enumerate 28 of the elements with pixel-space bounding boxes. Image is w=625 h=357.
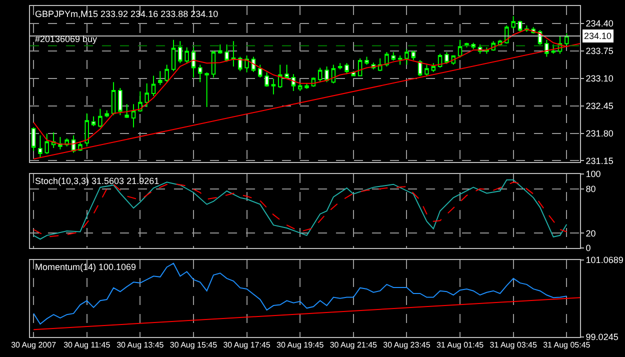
x-tick-label: 30 Aug 13:45	[116, 340, 164, 350]
x-tick-label: 30 Aug 21:45	[330, 340, 378, 350]
x-tick-label: 30 Aug 19:45	[276, 340, 324, 350]
x-tick-label: 31 Aug 01:45	[436, 340, 484, 350]
x-tick-label: 30 Aug 15:45	[170, 340, 218, 350]
y-tick-label: 231.80	[586, 128, 614, 138]
y-tick-label: 231.15	[586, 156, 614, 166]
chart-title: Stoch(10,3,3) 31.5603 21.9261	[35, 176, 160, 186]
y-tick-label: 80	[586, 184, 596, 194]
x-tick-label: 30 Aug 17:45	[223, 340, 271, 350]
ref-line-label: #20136069 buy	[35, 34, 98, 44]
chart-title: Momentum(14) 100.1069	[35, 262, 136, 272]
y-tick-label: 99.0245	[586, 332, 618, 342]
x-tick-label: 31 Aug 05:45	[543, 340, 591, 350]
y-tick-label: 100	[586, 169, 601, 180]
x-tick-label: 30 Aug 11:45	[64, 340, 111, 350]
y-tick-label: 0	[586, 243, 591, 254]
y-tick-label: 101.0689	[586, 255, 624, 266]
y-tick-label: 232.45	[586, 100, 614, 111]
x-tick-label: 30 Aug 2007	[11, 340, 57, 350]
y-tick-label: 233.10	[586, 73, 614, 84]
x-tick-label: 30 Aug 23:45	[383, 340, 431, 350]
chart-title: GBPJPYm,M15 233.92 234.16 233.88 234.10	[35, 9, 218, 19]
x-tick-label: 31 Aug 03:45	[490, 340, 538, 350]
y-tick-label: 234.40	[586, 18, 614, 28]
ref-line-label: 234.10	[584, 31, 612, 41]
y-tick-label: 20	[586, 228, 596, 238]
y-tick-label: 233.75	[586, 46, 614, 56]
